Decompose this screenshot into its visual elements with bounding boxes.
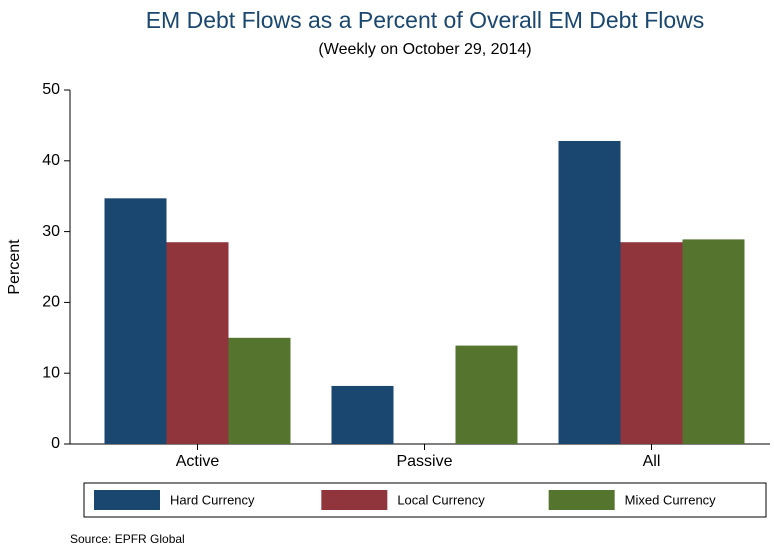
y-tick-label: 0 xyxy=(51,435,60,452)
bar xyxy=(228,337,291,444)
bar xyxy=(455,345,518,444)
y-tick-label: 20 xyxy=(42,294,60,311)
y-axis-label: Percent xyxy=(6,239,23,295)
legend-label: Local Currency xyxy=(397,492,485,507)
legend-label: Hard Currency xyxy=(170,492,255,507)
chart-title: EM Debt Flows as a Percent of Overall EM… xyxy=(146,7,705,33)
y-tick-label: 30 xyxy=(42,223,60,240)
x-tick-label: All xyxy=(643,453,661,470)
chart-subtitle: (Weekly on October 29, 2014) xyxy=(318,41,531,58)
bar xyxy=(558,140,621,444)
bar xyxy=(104,198,167,444)
y-tick-label: 10 xyxy=(42,364,60,381)
bar xyxy=(166,242,229,444)
bar xyxy=(682,239,745,444)
source-note: Source: EPFR Global xyxy=(70,532,185,546)
y-tick-label: 40 xyxy=(42,152,60,169)
legend-swatch xyxy=(321,490,388,510)
x-tick-label: Active xyxy=(176,453,220,470)
legend-label: Mixed Currency xyxy=(625,492,717,507)
legend-swatch xyxy=(94,490,160,510)
bar xyxy=(620,242,683,444)
legend-swatch xyxy=(548,490,615,510)
y-tick-label: 50 xyxy=(42,81,60,98)
x-tick-label: Passive xyxy=(396,453,452,470)
bar xyxy=(331,385,394,444)
legend xyxy=(83,482,767,518)
